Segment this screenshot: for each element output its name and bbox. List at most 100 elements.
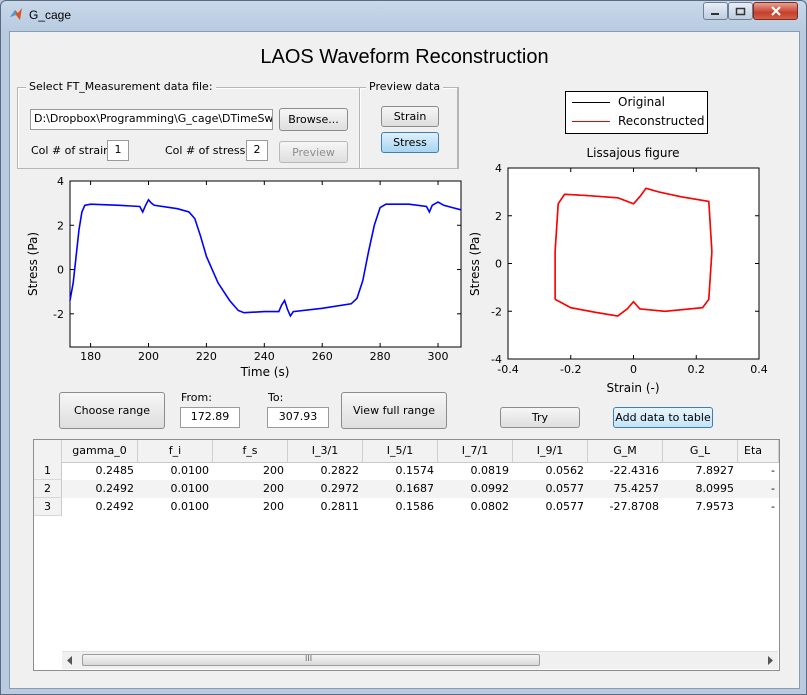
column-header[interactable]: gamma_0: [62, 440, 138, 462]
results-table[interactable]: gamma_0 f_i f_s I_3/1 I_5/1 I_7/1 I_9/1 …: [33, 439, 780, 671]
table-cell[interactable]: 0.1687: [395, 482, 435, 495]
table-cell[interactable]: 0.0100: [170, 482, 210, 495]
x-tick-label: 0.4: [750, 363, 768, 376]
y-tick-label: 0: [495, 258, 502, 271]
from-label: From:: [181, 391, 212, 404]
y-tick-label: 2: [57, 219, 64, 232]
table-cell[interactable]: 200: [263, 464, 284, 477]
preview-group-label: Preview data: [366, 80, 444, 93]
table-cell[interactable]: -: [771, 464, 775, 477]
x-tick-label: 300: [428, 350, 449, 363]
strain-col-field[interactable]: 1: [107, 140, 129, 161]
table-cell[interactable]: -: [771, 500, 775, 513]
legend-line-original: [572, 101, 610, 103]
table-cell[interactable]: 7.9573: [695, 500, 735, 513]
table-cell[interactable]: 0.0992: [470, 482, 510, 495]
table-cell[interactable]: 0.1586: [395, 500, 435, 513]
table-row[interactable]: 2 0.2492 0.0100 200 0.2972 0.1687 0.0992…: [34, 480, 779, 498]
stress-col-field[interactable]: 2: [246, 140, 268, 161]
title-bar[interactable]: G_cage: [1, 1, 806, 29]
table-cell[interactable]: 7.8927: [695, 464, 735, 477]
stress-time-plot[interactable]: 420-2 180 200 220 240 260 280 300 Stress (Pa) …: [20, 170, 465, 385]
preview-data-group: Preview data Strain Stress: [359, 80, 458, 169]
table-cell[interactable]: 200: [263, 500, 284, 513]
minimize-button[interactable]: [703, 2, 728, 20]
legend-item-reconstructed: Reconstructed: [572, 114, 705, 128]
scroll-right-icon[interactable]: [766, 656, 774, 665]
lissajous-ylabel: Stress (Pa): [468, 232, 482, 296]
browse-button[interactable]: Browse...: [279, 108, 348, 131]
legend-line-reconstructed: [572, 120, 610, 122]
column-header[interactable]: f_i: [138, 440, 213, 462]
table-cell[interactable]: 0.2822: [320, 464, 360, 477]
time-plot-ylabel: Stress (Pa): [26, 232, 40, 296]
window-title: G_cage: [29, 8, 72, 22]
table-cell[interactable]: 0.0562: [545, 464, 585, 477]
time-plot-axes: [69, 180, 462, 348]
column-header[interactable]: I_5/1: [363, 440, 438, 462]
maximize-icon: [735, 7, 746, 15]
legend-label-reconstructed: Reconstructed: [618, 114, 705, 128]
table-cell[interactable]: 8.0995: [695, 482, 735, 495]
to-field[interactable]: 307.93: [267, 407, 329, 428]
stress-preview-button[interactable]: Stress: [381, 132, 439, 153]
matlab-logo-icon: [10, 8, 22, 20]
view-full-range-button[interactable]: View full range: [341, 392, 447, 429]
file-path-field[interactable]: D:\Dropbox\Programming\G_cage\DTimeSwp 0…: [30, 109, 273, 130]
table-cell[interactable]: 75.4257: [613, 482, 660, 495]
scrollbar-grip: III: [305, 654, 313, 663]
choose-range-button[interactable]: Choose range: [59, 392, 165, 429]
table-cell[interactable]: 0.0100: [170, 500, 210, 513]
table-horizontal-scrollbar[interactable]: III: [62, 651, 778, 669]
table-cell[interactable]: 0.2811: [320, 500, 360, 513]
table-cell[interactable]: 0.0577: [545, 482, 585, 495]
x-tick-label: 280: [370, 350, 391, 363]
scrollbar-thumb[interactable]: III: [82, 654, 540, 666]
table-cell[interactable]: 0.1574: [395, 464, 435, 477]
y-tick-label: 2: [495, 210, 502, 223]
column-header[interactable]: G_M: [588, 440, 663, 462]
table-cell[interactable]: 0.0819: [470, 464, 510, 477]
lissajous-plot[interactable]: Lissajous figure 4 2 0 -2 -4 -0.4 -0.2 0 0.2 0.4…: [462, 144, 772, 394]
table-cell[interactable]: 0.2485: [95, 464, 135, 477]
file-select-group: Select FT_Measurement data file: D:\Drop…: [17, 80, 459, 169]
table-cell[interactable]: 0.2972: [320, 482, 360, 495]
preview-button[interactable]: Preview: [279, 141, 348, 163]
reconstructed-loop-line: [554, 187, 713, 317]
column-header[interactable]: I_3/1: [288, 440, 363, 462]
scroll-left-icon[interactable]: [66, 656, 74, 665]
table-cell[interactable]: -: [771, 482, 775, 495]
try-button[interactable]: Try: [500, 407, 580, 428]
y-tick-label: -2: [491, 305, 502, 318]
x-tick-label: -0.2: [560, 363, 581, 376]
y-tick-label: 4: [57, 175, 64, 188]
column-header[interactable]: I_7/1: [438, 440, 513, 462]
column-header[interactable]: G_L: [663, 440, 738, 462]
column-header[interactable]: Eta: [738, 440, 779, 462]
table-cell[interactable]: 0.2492: [95, 500, 135, 513]
strain-preview-button[interactable]: Strain: [381, 106, 439, 127]
column-header[interactable]: I_9/1: [513, 440, 588, 462]
table-row[interactable]: 3 0.2492 0.0100 200 0.2811 0.1586 0.0802…: [34, 498, 779, 516]
table-cell[interactable]: 0.2492: [95, 482, 135, 495]
table-cell[interactable]: 0.0577: [545, 500, 585, 513]
table-cell[interactable]: -27.8708: [609, 500, 659, 513]
minimize-icon: [711, 12, 719, 15]
lissajous-axes: [507, 167, 760, 360]
table-cell[interactable]: -22.4316: [609, 464, 659, 477]
table-cell[interactable]: 0.0100: [170, 464, 210, 477]
maximize-button[interactable]: [728, 2, 753, 20]
close-button[interactable]: [753, 2, 798, 20]
add-data-to-table-button[interactable]: Add data to table: [613, 407, 713, 428]
x-tick-label: 0.2: [688, 363, 706, 376]
strain-col-label: Col # of strain:: [31, 144, 114, 157]
column-header[interactable]: f_s: [213, 440, 288, 462]
y-tick-label: -2: [53, 308, 64, 321]
table-cell[interactable]: 200: [263, 482, 284, 495]
legend-item-original: Original: [572, 95, 665, 109]
row-number: 1: [34, 462, 62, 480]
from-field[interactable]: 172.89: [180, 407, 240, 428]
x-tick-label: 240: [254, 350, 275, 363]
table-cell[interactable]: 0.0802: [470, 500, 510, 513]
table-row[interactable]: 1 0.2485 0.0100 200 0.2822 0.1574 0.0819…: [34, 462, 779, 480]
